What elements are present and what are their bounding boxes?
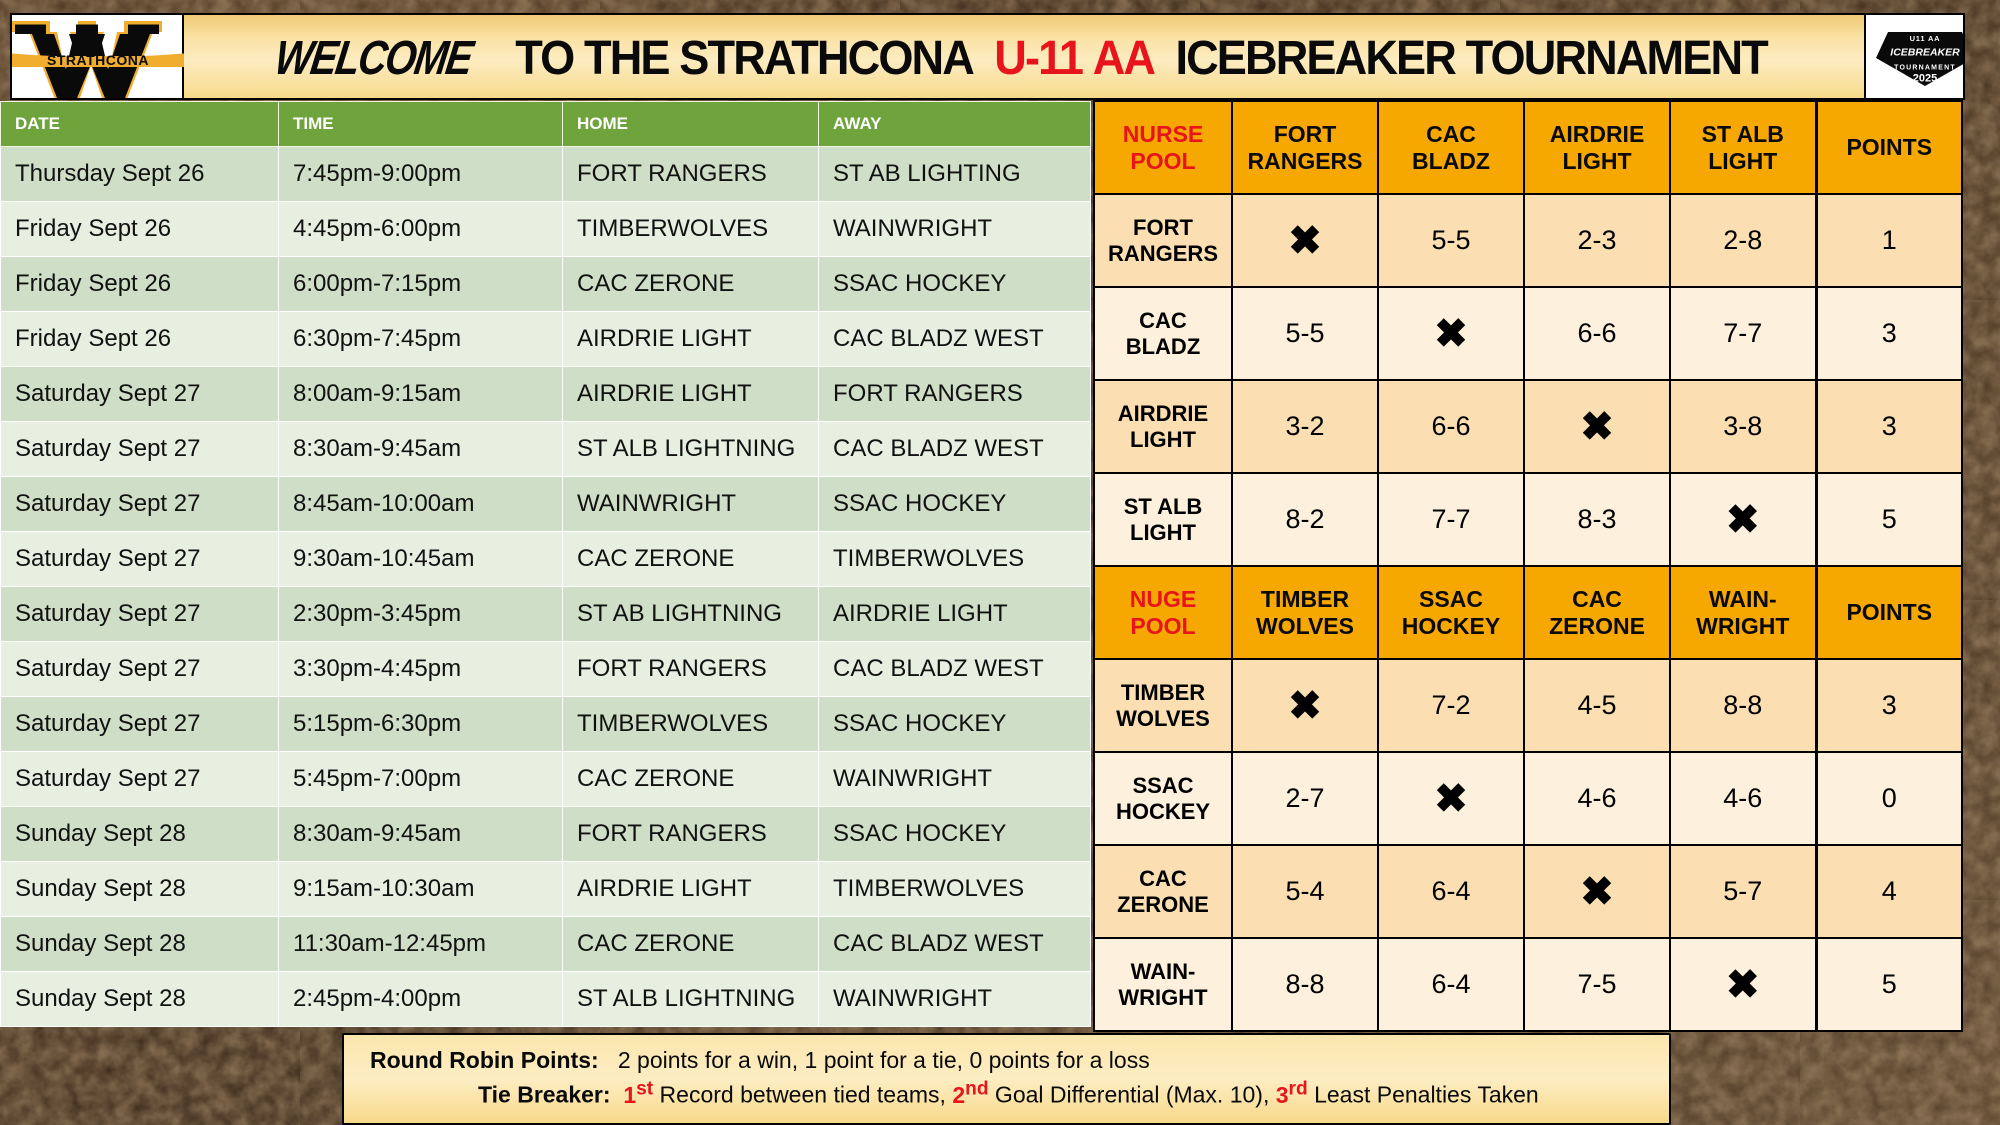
svg-text:STRATHCONA: STRATHCONA bbox=[47, 52, 149, 68]
svg-text:ICEBREAKER: ICEBREAKER bbox=[1890, 47, 1960, 59]
svg-text:U11 AA: U11 AA bbox=[1910, 34, 1941, 43]
svg-text:2025: 2025 bbox=[1913, 73, 1937, 85]
svg-text:TOURNAMENT: TOURNAMENT bbox=[1894, 65, 1956, 72]
